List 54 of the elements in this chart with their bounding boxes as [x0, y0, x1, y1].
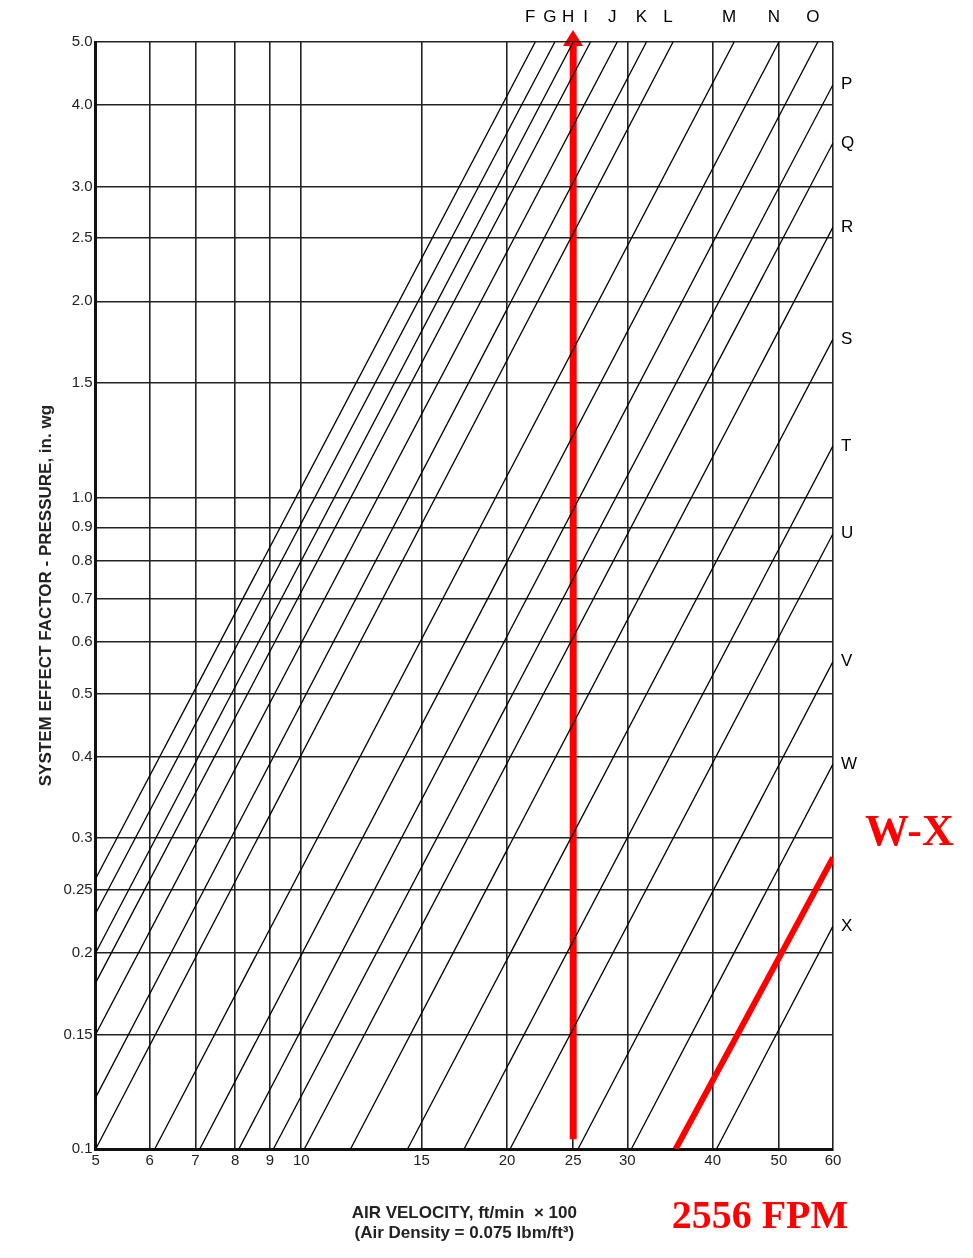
series-label: W [841, 753, 858, 773]
y-tick-label: 0.7 [71, 588, 93, 606]
y-tick-label: 3.0 [71, 176, 93, 194]
x-tick-label: 25 [564, 1151, 582, 1169]
series-label: G [543, 7, 557, 27]
series-label: S [841, 328, 853, 348]
series-label: O [806, 7, 820, 27]
x-axis-title: AIR VELOCITY, ft/min × 100 (Air Density = 0.075 lbm/ft³) [351, 1203, 577, 1243]
x-tick-label: 20 [498, 1151, 516, 1169]
y-tick-label: 0.5 [71, 683, 93, 701]
series-label: I [583, 7, 588, 27]
x-tick-label: 30 [618, 1151, 636, 1169]
series-label: F [525, 7, 536, 27]
y-tick-label: 0.6 [71, 632, 93, 650]
y-tick-label: 2.5 [71, 228, 93, 246]
series-label: X [841, 915, 853, 935]
x-tick-label: 10 [292, 1151, 310, 1169]
series-label: U [841, 523, 854, 543]
series-label: H [562, 7, 575, 27]
y-tick-label: 1.5 [71, 372, 93, 390]
x-tick-label: 50 [770, 1151, 788, 1169]
y-tick-label: 5.0 [71, 32, 93, 50]
series-label: M [722, 7, 737, 27]
x-tick-label: 7 [191, 1151, 200, 1169]
series-label: V [841, 651, 853, 671]
series-label: K [635, 7, 648, 27]
x-tick-label: 40 [704, 1151, 722, 1169]
x-tick-label: 5 [91, 1151, 100, 1169]
x-tick-label: 9 [265, 1151, 275, 1169]
y-tick-label: 2.0 [71, 291, 93, 309]
x-tick-label: 6 [145, 1151, 154, 1169]
text: 2556 FPM [671, 1192, 849, 1238]
x-tick-label: 60 [824, 1151, 842, 1169]
series-label: Q [841, 132, 855, 152]
series-label: N [767, 7, 781, 27]
y-tick-label: 0.4 [71, 746, 93, 764]
series-label: L [663, 7, 673, 27]
y-axis-title: SYSTEM EFFECT FACTOR - PRESSURE, in. wg [35, 404, 55, 787]
y-tick-label: 1.0 [71, 487, 93, 505]
series-label: J [608, 7, 617, 27]
y-tick-label: 0.3 [71, 828, 93, 846]
y-tick-label: 4.0 [71, 95, 93, 113]
y-tick-label: 0.15 [63, 1024, 93, 1042]
series-label: T [841, 435, 852, 455]
series-label: W-X [865, 806, 955, 856]
y-tick-label: 0.2 [71, 943, 93, 961]
series-label: P [841, 74, 853, 94]
x-tick-label: 15 [413, 1151, 430, 1169]
y-tick-label: 0.1 [71, 1139, 93, 1157]
y-tick-label: 0.8 [71, 550, 93, 568]
series-label: R [841, 216, 854, 236]
y-tick-label: 0.25 [63, 880, 93, 898]
y-tick-label: 0.9 [71, 517, 93, 535]
x-tick-label: 8 [230, 1151, 240, 1169]
